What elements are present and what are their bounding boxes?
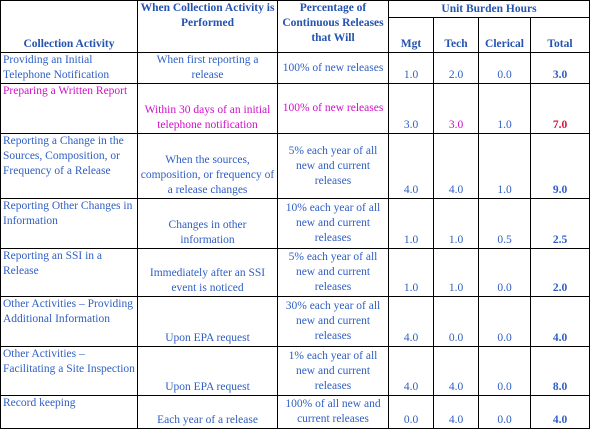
column-header: When Collection Activity is Performed [137, 0, 278, 53]
column-header: Mgt [388, 17, 434, 53]
table-cell: Other Activities – Providing Additional … [0, 296, 138, 347]
table-cell: 1.0 [388, 248, 434, 297]
table-cell: 9.0 [530, 133, 590, 199]
table-cell: 8.0 [530, 346, 590, 396]
table-cell: Other Activities – Facilitating a Site I… [0, 346, 138, 396]
table-row: Reporting an SSI in a Release Immediately… [0, 248, 590, 297]
table-cell: 0.0 [388, 395, 434, 429]
table-cell: 30% each year of all new and current rel… [277, 296, 389, 347]
table-cell: Preparing a Written Report [0, 83, 138, 134]
table-row: Other Activities – Providing Additional … [0, 296, 590, 347]
table-cell: When the sources, composition, or freque… [137, 133, 278, 199]
table-cell: 100% of new releases [277, 83, 389, 134]
table-cell: 7.0 [530, 83, 590, 134]
column-header: Tech [433, 17, 479, 53]
table-cell: When first reporting a release [137, 52, 278, 84]
table-row: Reporting a Change in the Sources, Compo… [0, 133, 590, 199]
table-cell: Within 30 days of an initial telephone n… [137, 83, 278, 134]
column-header: Clerical [478, 17, 531, 53]
table-cell: Reporting a Change in the Sources, Compo… [0, 133, 138, 199]
table-cell: 4.0 [433, 346, 479, 396]
table-cell: 0.0 [478, 395, 531, 429]
table-cell: 3.0 [530, 52, 590, 84]
table-cell: 0.0 [478, 346, 531, 396]
table-cell: 1% each year of all new and current rele… [277, 346, 389, 396]
table-body: Providing an Initial Telephone Notificat… [0, 52, 590, 429]
table-cell: 4.0 [388, 296, 434, 347]
table-row: Other Activities – Facilitating a Site I… [0, 346, 590, 396]
table-cell: 3.0 [388, 83, 434, 134]
table-cell: 4.0 [530, 296, 590, 347]
table-cell: 1.0 [478, 133, 531, 199]
table-cell: 2.0 [433, 52, 479, 84]
table-cell: 5% each year of all new and current rele… [277, 248, 389, 297]
header-row: Mgt Tech Clerical Total [1, 17, 590, 53]
table-cell: 0.0 [433, 296, 479, 347]
table-cell: Record keeping [0, 395, 138, 429]
column-header: Collection Activity [0, 0, 138, 53]
table-cell: Changes in other information [137, 198, 278, 249]
table-cell: 100% of new releases [277, 52, 389, 84]
table-cell: 4.0 [530, 395, 590, 429]
table-head: Collection Activity When Collection Acti… [0, 0, 590, 53]
table-row: Record keeping Each year of a release 100%… [0, 395, 590, 429]
group-header: Unit Burden Hours [388, 0, 590, 18]
table-cell: 1.0 [478, 83, 531, 134]
table-row: Preparing a Written Report Within 30 days… [0, 83, 590, 134]
table-cell: 1.0 [388, 52, 434, 84]
table-cell: 2.0 [530, 248, 590, 297]
table-row: Reporting Other Changes in Information Ch… [0, 198, 590, 249]
table-cell: Upon EPA request [137, 346, 278, 396]
table-cell: 4.0 [433, 133, 479, 199]
table-cell: Upon EPA request [137, 296, 278, 347]
column-header: Percentage of Continuous Releases that W… [277, 0, 389, 53]
table-cell: 1.0 [433, 198, 479, 249]
table-cell: 1.0 [388, 198, 434, 249]
table-cell: 4.0 [433, 395, 479, 429]
table-cell: Each year of a release [137, 395, 278, 429]
table-cell: 4.0 [388, 133, 434, 199]
table-cell: 100% of all new and current releases [277, 395, 389, 429]
column-header: Total [530, 17, 590, 53]
header-row: Collection Activity When Collection Acti… [0, 0, 590, 53]
table-cell: Immediately after an SSI event is notice… [137, 248, 278, 297]
table-cell: 2.5 [530, 198, 590, 249]
table-cell: 5% each year of all new and current rele… [277, 133, 389, 199]
table-cell: 4.0 [388, 346, 434, 396]
table-cell: Reporting an SSI in a Release [0, 248, 138, 297]
table-cell: 10% each year of all new and current rel… [277, 198, 389, 249]
table-cell: 0.0 [478, 296, 531, 347]
table-cell: 1.0 [433, 248, 479, 297]
table-cell: 3.0 [433, 83, 479, 134]
table-cell: 0.5 [478, 198, 531, 249]
table-cell: 0.0 [478, 52, 531, 84]
table-cell: Reporting Other Changes in Information [0, 198, 138, 249]
table-cell: Providing an Initial Telephone Notificat… [0, 52, 138, 84]
table-row: Providing an Initial Telephone Notificat… [0, 52, 590, 84]
table-cell: 0.0 [478, 248, 531, 297]
